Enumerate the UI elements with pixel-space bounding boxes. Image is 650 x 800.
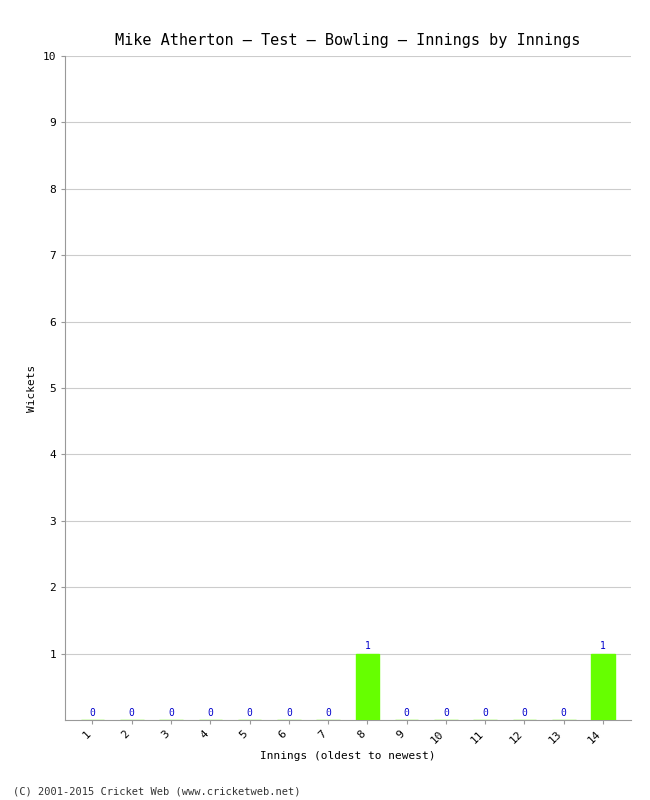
Text: 0: 0 xyxy=(404,708,410,718)
X-axis label: Innings (oldest to newest): Innings (oldest to newest) xyxy=(260,751,436,762)
Y-axis label: Wickets: Wickets xyxy=(27,364,37,412)
Text: 1: 1 xyxy=(365,641,370,651)
Text: 0: 0 xyxy=(443,708,449,718)
Text: 0: 0 xyxy=(207,708,213,718)
Text: 0: 0 xyxy=(482,708,488,718)
Text: 0: 0 xyxy=(129,708,135,718)
Text: 0: 0 xyxy=(90,708,96,718)
Text: 0: 0 xyxy=(246,708,252,718)
Text: 0: 0 xyxy=(325,708,331,718)
Text: 0: 0 xyxy=(286,708,292,718)
Text: 1: 1 xyxy=(600,641,606,651)
Text: 0: 0 xyxy=(168,708,174,718)
Text: 0: 0 xyxy=(521,708,527,718)
Bar xyxy=(592,654,615,720)
Text: 0: 0 xyxy=(561,708,567,718)
Text: (C) 2001-2015 Cricket Web (www.cricketweb.net): (C) 2001-2015 Cricket Web (www.cricketwe… xyxy=(13,786,300,796)
Title: Mike Atherton – Test – Bowling – Innings by Innings: Mike Atherton – Test – Bowling – Innings… xyxy=(115,33,580,48)
Bar xyxy=(356,654,379,720)
